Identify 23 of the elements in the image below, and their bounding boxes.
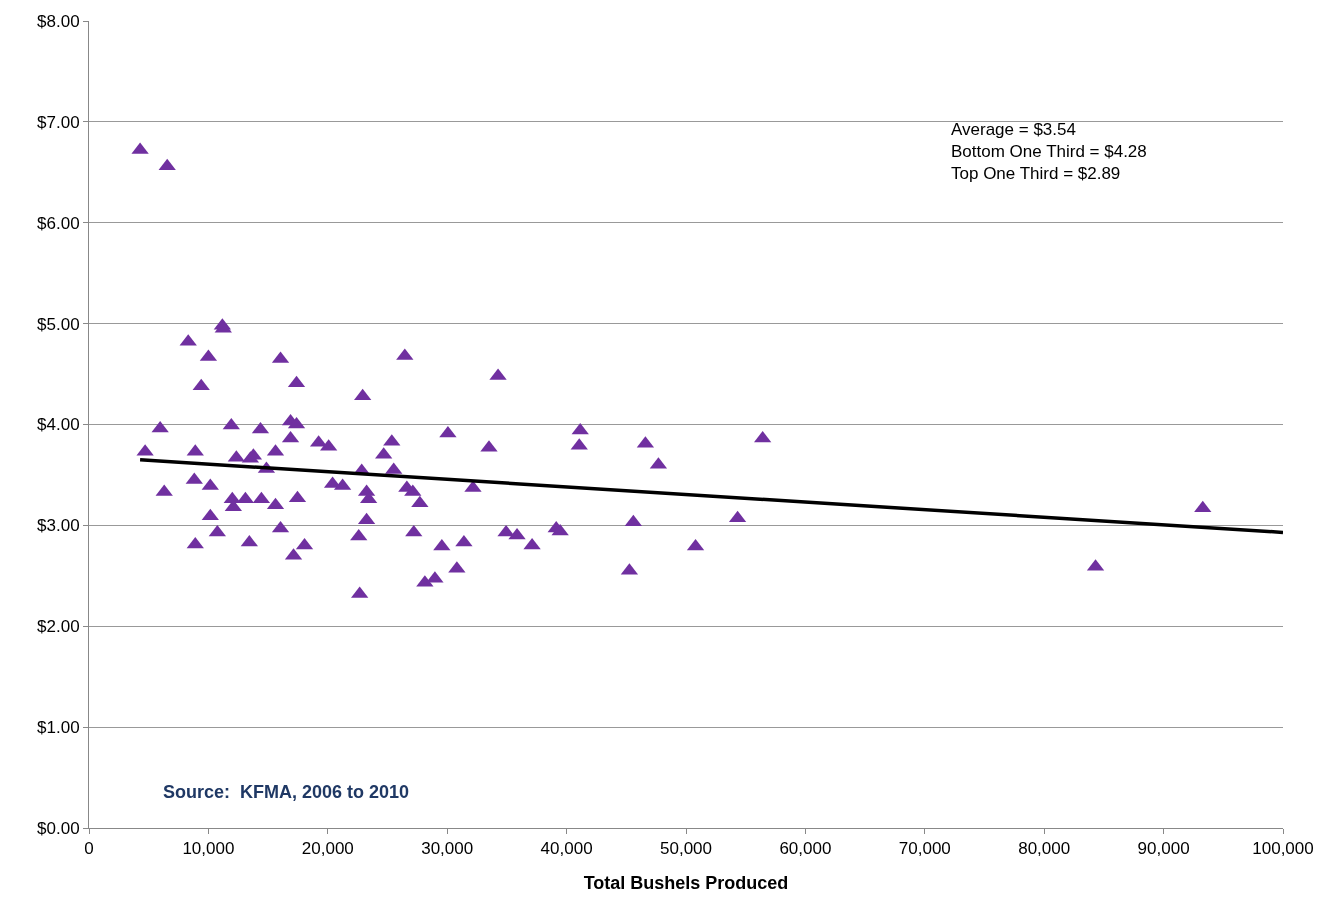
y-tick-label: $2.00 xyxy=(37,617,80,637)
y-tick-label: $6.00 xyxy=(37,213,80,233)
x-tick-label: 30,000 xyxy=(421,839,474,859)
x-tick-label: 10,000 xyxy=(182,839,235,859)
x-tick-label: 80,000 xyxy=(1018,839,1071,859)
y-tick-label: $4.00 xyxy=(37,415,80,435)
x-tick-label: 70,000 xyxy=(898,839,951,859)
y-tick-label: $0.00 xyxy=(37,818,80,838)
y-tick-label: $7.00 xyxy=(37,112,80,132)
x-tick-label: 40,000 xyxy=(540,839,593,859)
annotation: Source: KFMA, 2006 to 2010 xyxy=(163,782,410,802)
x-tick-label: 20,000 xyxy=(301,839,354,859)
y-tick-label: $8.00 xyxy=(37,11,80,31)
x-tick-label: 0 xyxy=(84,839,94,859)
y-tick-label: $1.00 xyxy=(37,718,80,738)
x-axis-title: Total Bushels Produced xyxy=(583,872,789,893)
annotation: Average = $3.54 Bottom One Third = $4.28 Top One Third = $2.89 xyxy=(951,120,1147,184)
x-tick-label: 60,000 xyxy=(779,839,832,859)
x-tick-label: 90,000 xyxy=(1137,839,1190,859)
x-tick-label: 50,000 xyxy=(660,839,712,859)
x-tick-label: 100,000 xyxy=(1252,839,1314,859)
y-tick-label: $3.00 xyxy=(37,516,80,536)
y-tick-label: $5.00 xyxy=(37,314,80,334)
